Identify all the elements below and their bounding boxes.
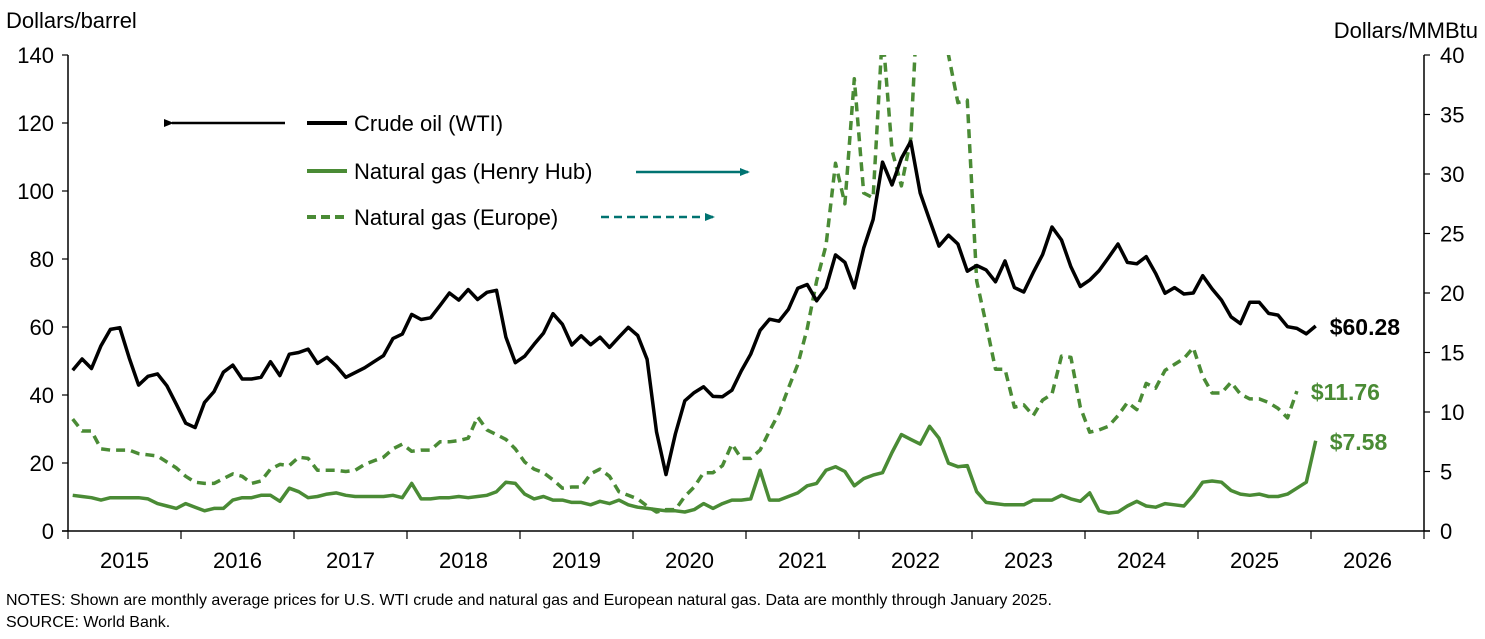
right-tick-label: 35 <box>1440 103 1464 128</box>
series-line-wti <box>71 139 1317 477</box>
right-tick-label: 30 <box>1440 162 1464 187</box>
right-tick-label: 0 <box>1440 519 1452 544</box>
x-tick-label: 2020 <box>665 548 714 573</box>
series-layer <box>71 55 1318 515</box>
end-label-henry_hub: $7.58 <box>1330 429 1388 455</box>
x-tick-label: 2025 <box>1230 548 1279 573</box>
x-tick-label: 2015 <box>100 548 149 573</box>
end-labels: $60.28 $11.76 $7.58 <box>1311 314 1400 455</box>
left-tick-label: 20 <box>30 451 54 476</box>
legend: Crude oil (WTI) Natural gas (Henry Hub) … <box>164 111 750 230</box>
x-tick-label: 2016 <box>213 548 262 573</box>
source-text: SOURCE: World Bank. <box>6 614 170 631</box>
left-tick-label: 60 <box>30 315 54 340</box>
legend-label-europe: Natural gas (Europe) <box>354 205 558 230</box>
right-tick-label: 15 <box>1440 341 1464 366</box>
left-tick-label: 0 <box>42 519 54 544</box>
x-tick-label: 2018 <box>439 548 488 573</box>
right-tick-label: 5 <box>1440 460 1452 485</box>
x-tick-label: 2024 <box>1117 548 1166 573</box>
series-line-europe <box>71 55 1299 514</box>
left-tick-label: 80 <box>30 247 54 272</box>
end-label-europe: $11.76 <box>1311 379 1380 405</box>
x-tick-label: 2022 <box>891 548 940 573</box>
x-tick-label: 2026 <box>1343 548 1392 573</box>
left-axis-title: Dollars/barrel <box>6 8 137 33</box>
right-tick-label: 40 <box>1440 43 1464 68</box>
x-tick-label: 2023 <box>1004 548 1053 573</box>
right-tick-label: 20 <box>1440 281 1464 306</box>
legend-label-henry-hub: Natural gas (Henry Hub) <box>354 159 592 184</box>
left-tick-label: 120 <box>17 111 54 136</box>
x-tick-label: 2019 <box>552 548 601 573</box>
series-line-henry_hub <box>72 424 1318 515</box>
right-tick-label: 10 <box>1440 400 1464 425</box>
left-tick-label: 140 <box>17 43 54 68</box>
left-tick-label: 40 <box>30 383 54 408</box>
x-tick-label: 2017 <box>326 548 375 573</box>
notes-text: NOTES: Shown are monthly average prices … <box>6 592 1052 609</box>
end-label-wti: $60.28 <box>1330 314 1401 340</box>
right-tick-label: 25 <box>1440 222 1464 247</box>
x-tick-label: 2021 <box>778 548 827 573</box>
right-axis-title: Dollars/MMBtu <box>1334 18 1478 43</box>
left-tick-label: 100 <box>17 179 54 204</box>
legend-label-wti: Crude oil (WTI) <box>354 111 503 136</box>
